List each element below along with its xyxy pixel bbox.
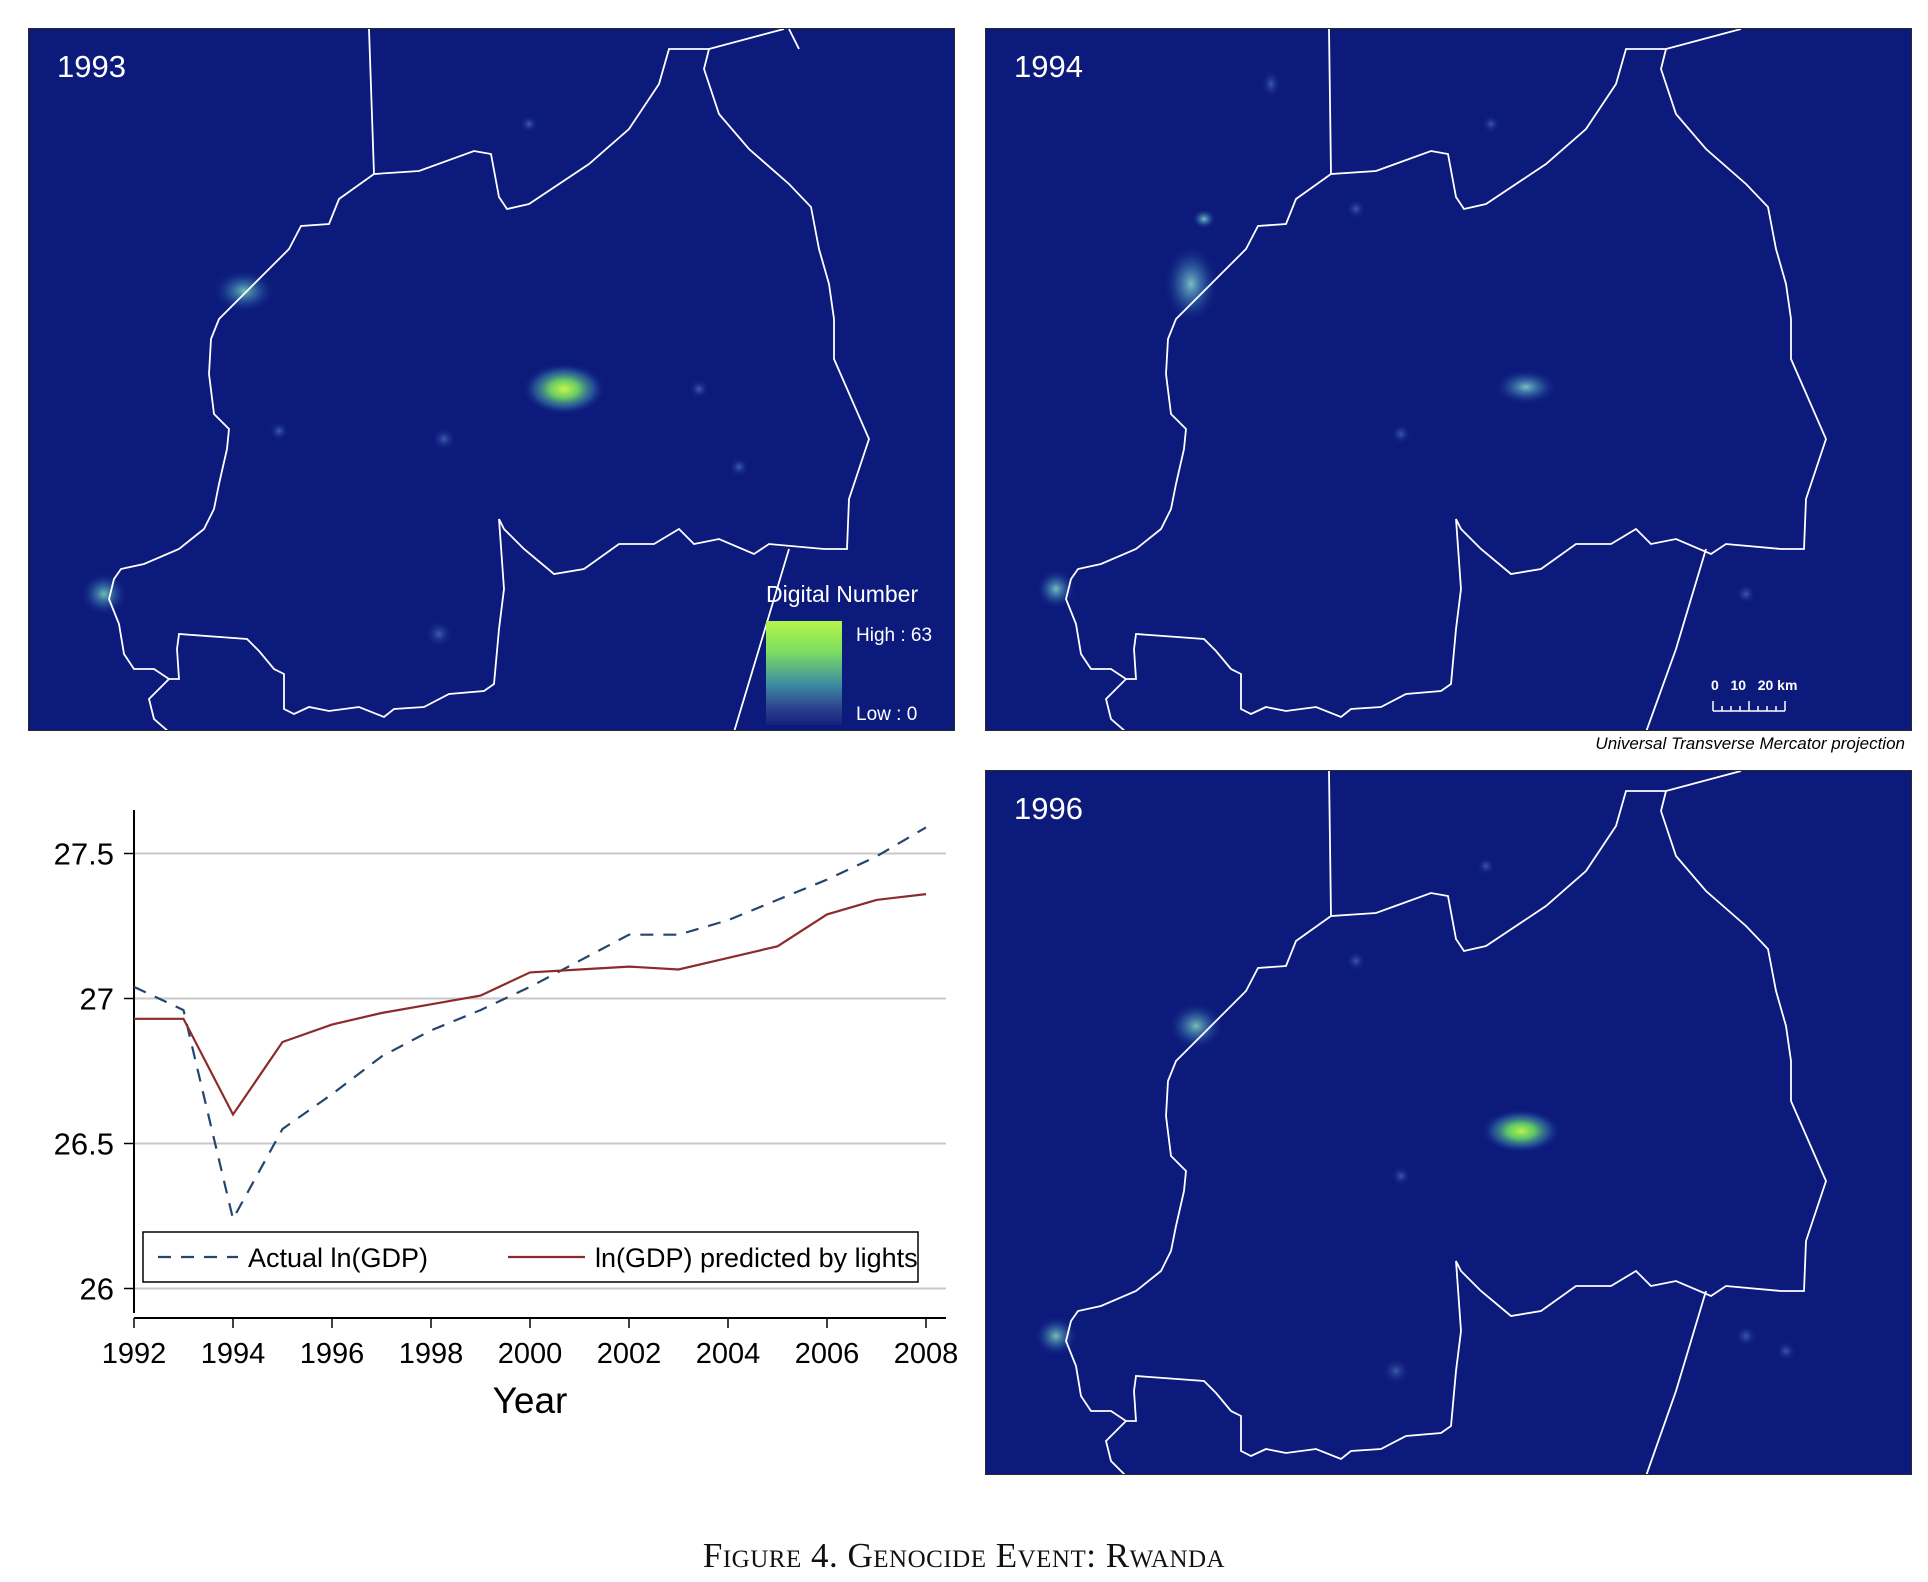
country-borders [108, 29, 870, 730]
map-year-label: 1994 [1014, 49, 1083, 84]
legend-label-1: Actual ln(GDP) [248, 1243, 428, 1273]
light-spot [520, 115, 538, 133]
x-tick-label: 1992 [102, 1338, 167, 1370]
light-spot [1036, 569, 1076, 609]
light-spots [80, 115, 749, 648]
night-lights-map-1993 [80, 29, 870, 730]
scale-bar-label: 0 10 20 km [1711, 677, 1798, 693]
legend-title: Digital Number [766, 581, 919, 607]
y-tick-label: 26 [80, 1272, 114, 1307]
light-spot [1736, 584, 1756, 604]
legend-color-ramp [766, 621, 842, 725]
series-line-1 [133, 826, 927, 1222]
y-tick-label: 27.5 [54, 837, 114, 872]
light-spot-kigali [1494, 369, 1558, 405]
country-borders [1065, 771, 1827, 1474]
light-spots [1034, 857, 1796, 1385]
light-spot [1192, 209, 1216, 229]
projection-note: Universal Transverse Mercator projection [1595, 734, 1905, 753]
light-spot [80, 572, 128, 616]
light-spot [1391, 1166, 1411, 1186]
light-spot [1482, 115, 1500, 133]
series-line-2 [134, 893, 927, 1117]
light-spot [1346, 951, 1366, 971]
light-spot [1735, 1325, 1757, 1347]
map-legend: Digital Number High : 63 Low : 0 [766, 581, 951, 730]
light-spot-kigali [1481, 1109, 1561, 1153]
light-spots [1036, 70, 1756, 609]
light-spot [1382, 1357, 1410, 1385]
x-tick-label: 1994 [201, 1338, 266, 1370]
map-panel-1996: 1996 [985, 770, 1912, 1475]
x-tick-label: 2008 [894, 1338, 958, 1370]
light-spot [1477, 857, 1495, 875]
map-year-label: 1993 [57, 49, 126, 84]
scale-bar: 0 10 20 km [1711, 677, 1851, 712]
y-tick-label: 26.5 [54, 1127, 114, 1162]
light-spot [1163, 244, 1219, 324]
x-tick-label: 2002 [597, 1338, 662, 1370]
map-panel-1994: 1994 0 10 20 km [985, 28, 1912, 731]
light-spot [689, 379, 709, 399]
light-spot [1168, 1002, 1224, 1050]
light-spot [432, 427, 456, 451]
map-panel-1993: 1993 Digital Number High : 63 Low : 0 [28, 28, 955, 731]
night-lights-map-1994 [1036, 29, 1827, 730]
map-year-label: 1996 [1014, 791, 1083, 826]
light-spot [1261, 70, 1281, 98]
light-spot [1391, 424, 1411, 444]
legend-high-label: High : 63 [856, 625, 933, 646]
gdp-chart-panel: 26 26.5 27 27.5 1992 1994 1996 1998 2000 2002 2004… [28, 770, 958, 1475]
x-axis-label: Year [493, 1380, 568, 1421]
legend-low-label: Low : 0 [856, 704, 918, 725]
figure-caption: Figure 4. Genocide Event: Rwanda [702, 1536, 1226, 1575]
x-tick-label: 2004 [696, 1338, 761, 1370]
x-tick-label: 1998 [399, 1338, 464, 1370]
legend-label-2: ln(GDP) predicted by lights [595, 1243, 918, 1273]
light-spot [212, 269, 276, 313]
light-spot [1034, 1316, 1078, 1356]
light-spot [269, 421, 289, 441]
gdp-line-chart: 26 26.5 27 27.5 1992 1994 1996 1998 2000 2002 2004… [54, 810, 958, 1421]
night-lights-map-1996 [1034, 771, 1827, 1474]
country-borders [1065, 29, 1827, 730]
scale-bar-ruler [1712, 701, 1786, 712]
x-tick-label: 1996 [300, 1338, 365, 1370]
light-spot [729, 457, 749, 477]
light-spot [1346, 199, 1366, 219]
light-spot [425, 620, 453, 648]
x-tick-label: 2000 [498, 1338, 563, 1370]
y-tick-label: 27 [80, 982, 114, 1017]
light-spot [1776, 1341, 1796, 1361]
light-spot-kigali [522, 363, 606, 415]
x-tick-label: 2006 [795, 1338, 860, 1370]
